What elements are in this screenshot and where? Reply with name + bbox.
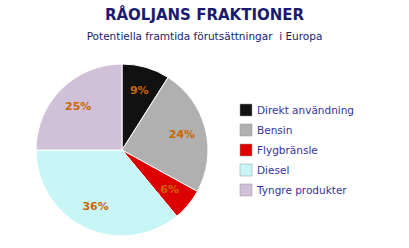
pie bbox=[36, 64, 208, 236]
chart: RÅOLJANS FRAKTIONER Potentiella framtida … bbox=[0, 0, 409, 248]
subtitle: Potentiella framtida förutsättningar i E… bbox=[87, 30, 323, 42]
legend-item: Bensin bbox=[240, 124, 292, 136]
legend-swatch bbox=[240, 144, 252, 156]
legend-item: Direkt användning bbox=[240, 104, 354, 116]
data-label: 36% bbox=[82, 200, 108, 213]
legend-swatch bbox=[240, 164, 252, 176]
legend-item: Flygbränsle bbox=[240, 144, 318, 156]
data-label: 25% bbox=[65, 100, 91, 113]
legend-swatch bbox=[240, 104, 252, 116]
data-label: 24% bbox=[169, 128, 195, 141]
legend-item: Tyngre produkter bbox=[240, 184, 347, 196]
pie-slice bbox=[36, 64, 122, 150]
title: RÅOLJANS FRAKTIONER bbox=[105, 5, 305, 24]
data-labels: 9% 24% 6% 36% 25% bbox=[65, 84, 195, 212]
data-label: 6% bbox=[160, 183, 179, 196]
legend-label: Tyngre produkter bbox=[256, 184, 347, 196]
pie-slice bbox=[36, 150, 177, 236]
legend-label: Direkt användning bbox=[257, 104, 354, 116]
legend-swatch bbox=[240, 124, 252, 136]
legend-item: Diesel bbox=[240, 164, 289, 176]
legend-label: Diesel bbox=[257, 164, 289, 176]
legend-label: Bensin bbox=[257, 124, 292, 136]
legend-swatch bbox=[240, 184, 252, 196]
legend-label: Flygbränsle bbox=[257, 144, 318, 156]
data-label: 9% bbox=[130, 84, 149, 97]
legend: Direkt användning Bensin Flygbränsle Diesel… bbox=[240, 104, 354, 196]
